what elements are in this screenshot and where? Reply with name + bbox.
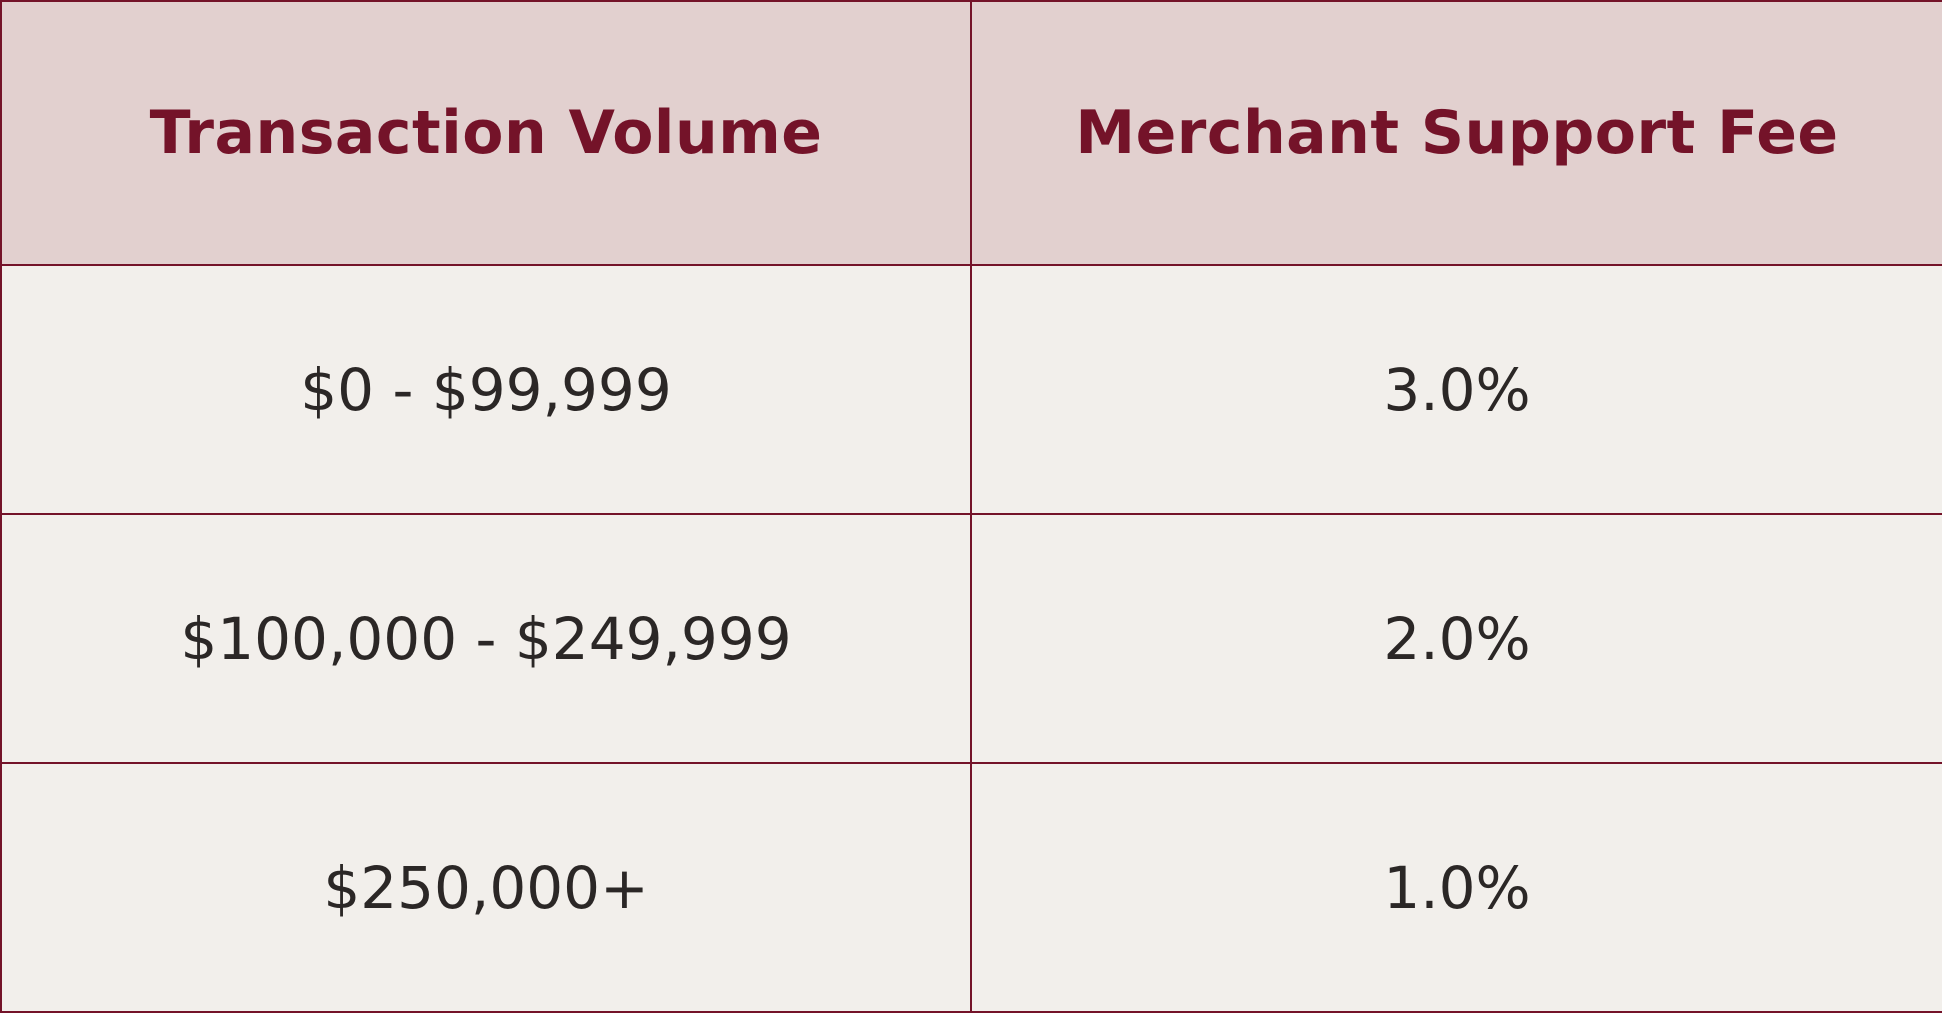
table-header: Transaction Volume Merchant Support Fee (0, 0, 1942, 266)
header-merchant-support-fee: Merchant Support Fee (970, 0, 1942, 266)
header-row: Transaction Volume Merchant Support Fee (0, 0, 1942, 266)
fee-cell: 1.0% (970, 762, 1942, 1013)
table-row: $0 - $99,999 3.0% (0, 264, 1942, 515)
table-row: $100,000 - $249,999 2.0% (0, 513, 1942, 764)
table-body: $0 - $99,999 3.0% $100,000 - $249,999 2.… (0, 264, 1942, 1013)
fee-cell: 3.0% (970, 264, 1942, 515)
table-row: $250,000+ 1.0% (0, 762, 1942, 1013)
volume-cell: $100,000 - $249,999 (0, 513, 972, 764)
header-transaction-volume: Transaction Volume (0, 0, 972, 266)
volume-cell: $0 - $99,999 (0, 264, 972, 515)
volume-cell: $250,000+ (0, 762, 972, 1013)
fee-cell: 2.0% (970, 513, 1942, 764)
